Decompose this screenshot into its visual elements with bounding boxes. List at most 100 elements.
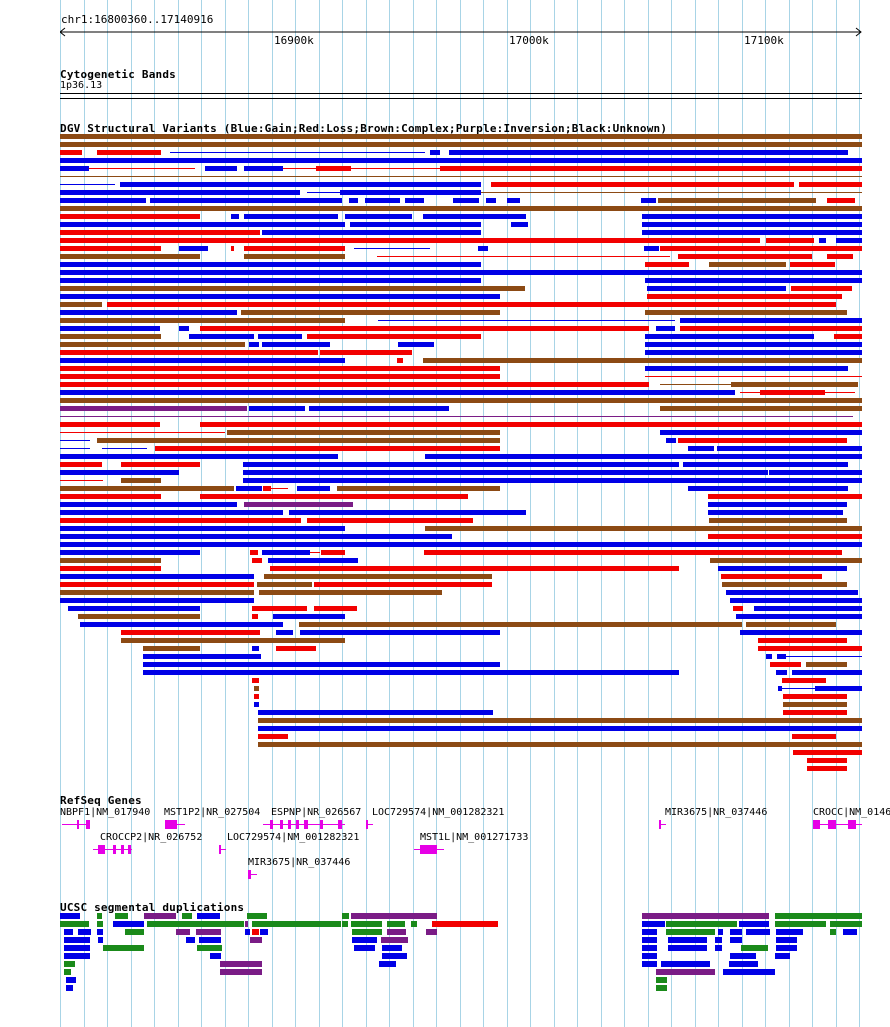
- variant-bar[interactable]: [262, 342, 330, 347]
- variant-bar[interactable]: [758, 638, 847, 643]
- gene-exon[interactable]: [219, 845, 221, 854]
- variant-bar[interactable]: [778, 686, 782, 691]
- variant-bar[interactable]: [660, 430, 862, 435]
- variant-bar[interactable]: [708, 502, 847, 507]
- variant-bar[interactable]: [60, 310, 237, 315]
- variant-bar[interactable]: [60, 486, 234, 491]
- segdup-bar[interactable]: [352, 929, 382, 935]
- variant-bar[interactable]: [205, 166, 237, 171]
- variant-bar[interactable]: [60, 350, 318, 355]
- segdup-bar[interactable]: [723, 969, 775, 975]
- variant-bar[interactable]: [60, 198, 146, 203]
- variant-bar[interactable]: [60, 190, 300, 195]
- gene-exon[interactable]: [113, 845, 116, 854]
- segdup-bar[interactable]: [220, 961, 262, 967]
- variant-bar[interactable]: [717, 446, 862, 451]
- variant-bar[interactable]: [179, 246, 208, 251]
- variant-bar[interactable]: [289, 510, 526, 515]
- gene-exon[interactable]: [848, 820, 856, 829]
- variant-bar[interactable]: [244, 166, 283, 171]
- gene-exon[interactable]: [296, 820, 299, 829]
- variant-bar[interactable]: [709, 518, 847, 523]
- variant-bar[interactable]: [321, 550, 345, 555]
- gene-label[interactable]: ESPNP|NR_026567: [271, 807, 362, 818]
- variant-bar[interactable]: [766, 654, 772, 659]
- variant-bar[interactable]: [60, 398, 862, 403]
- variant-bar[interactable]: [60, 374, 500, 379]
- gene-label[interactable]: LOC729574|NM_001282321: [227, 832, 360, 843]
- segdup-bar[interactable]: [656, 969, 715, 975]
- segdup-bar[interactable]: [176, 929, 190, 935]
- variant-bar[interactable]: [423, 214, 526, 219]
- variant-bar[interactable]: [733, 606, 743, 611]
- variant-bar[interactable]: [645, 350, 862, 355]
- segdup-bar[interactable]: [250, 937, 262, 943]
- variant-bar[interactable]: [297, 486, 330, 491]
- variant-bar[interactable]: [60, 510, 283, 515]
- variant-bar[interactable]: [647, 286, 786, 291]
- gene-exon[interactable]: [288, 820, 291, 829]
- variant-bar[interactable]: [790, 262, 835, 267]
- gene-exon[interactable]: [366, 820, 368, 829]
- variant-bar[interactable]: [60, 558, 161, 563]
- segdup-bar[interactable]: [260, 929, 268, 935]
- segdup-bar[interactable]: [144, 913, 176, 919]
- gene-exon[interactable]: [86, 820, 90, 829]
- variant-bar[interactable]: [688, 486, 848, 491]
- variant-bar[interactable]: [453, 198, 479, 203]
- variant-bar[interactable]: [60, 278, 481, 283]
- variant-bar[interactable]: [258, 334, 302, 339]
- variant-bar[interactable]: [680, 326, 862, 331]
- variant-bar[interactable]: [314, 606, 357, 611]
- variant-bar[interactable]: [200, 422, 862, 427]
- segdup-bar[interactable]: [147, 921, 244, 927]
- variant-bar[interactable]: [683, 462, 848, 467]
- gene-exon[interactable]: [659, 820, 661, 829]
- segdup-bar[interactable]: [830, 929, 836, 935]
- variant-bar[interactable]: [121, 638, 345, 643]
- variant-bar[interactable]: [645, 262, 689, 267]
- variant-bar[interactable]: [299, 622, 742, 627]
- segdup-bar[interactable]: [113, 921, 144, 927]
- variant-bar[interactable]: [258, 718, 862, 723]
- variant-bar[interactable]: [645, 366, 848, 371]
- variant-bar[interactable]: [262, 230, 481, 235]
- segdup-bar[interactable]: [642, 921, 665, 927]
- variant-bar[interactable]: [642, 214, 862, 219]
- segdup-bar[interactable]: [78, 929, 91, 935]
- segdup-bar[interactable]: [64, 945, 90, 951]
- segdup-bar[interactable]: [775, 913, 862, 919]
- segdup-bar[interactable]: [668, 945, 707, 951]
- variant-bar[interactable]: [60, 150, 82, 155]
- variant-bar[interactable]: [257, 582, 312, 587]
- segdup-bar[interactable]: [64, 937, 90, 943]
- variant-bar[interactable]: [710, 558, 862, 563]
- variant-bar[interactable]: [60, 582, 254, 587]
- variant-bar[interactable]: [60, 494, 161, 499]
- segdup-bar[interactable]: [210, 953, 221, 959]
- variant-bar[interactable]: [121, 478, 161, 483]
- variant-bar[interactable]: [647, 294, 842, 299]
- variant-bar[interactable]: [511, 222, 528, 227]
- variant-bar[interactable]: [776, 670, 787, 675]
- variant-bar[interactable]: [365, 198, 400, 203]
- segdup-bar[interactable]: [351, 913, 437, 919]
- segdup-bar[interactable]: [354, 945, 375, 951]
- variant-bar[interactable]: [730, 598, 862, 603]
- variant-bar[interactable]: [258, 710, 493, 715]
- variant-bar[interactable]: [121, 630, 260, 635]
- variant-bar[interactable]: [60, 238, 760, 243]
- variant-bar[interactable]: [486, 198, 496, 203]
- variant-bar[interactable]: [440, 166, 862, 171]
- variant-bar[interactable]: [314, 582, 492, 587]
- segdup-bar[interactable]: [730, 937, 742, 943]
- variant-bar[interactable]: [307, 518, 473, 523]
- segdup-bar[interactable]: [196, 929, 221, 935]
- variant-bar[interactable]: [309, 406, 449, 411]
- variant-bar[interactable]: [143, 646, 200, 651]
- variant-bar[interactable]: [244, 254, 345, 259]
- variant-bar[interactable]: [731, 382, 858, 387]
- gene-exon[interactable]: [338, 820, 342, 829]
- variant-bar[interactable]: [491, 182, 794, 187]
- gene-exon[interactable]: [304, 820, 308, 829]
